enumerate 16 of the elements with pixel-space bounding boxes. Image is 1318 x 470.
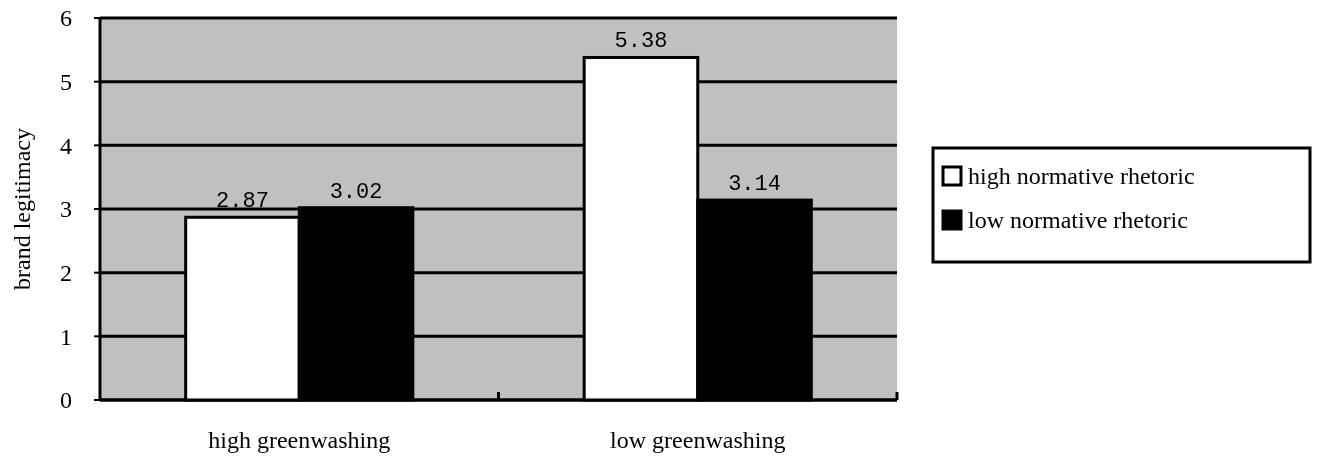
y-tick-label: 3 xyxy=(60,196,72,223)
x-tick-label: high greenwashing xyxy=(208,427,391,453)
y-tick-label: 1 xyxy=(60,323,72,350)
x-tick-label: low greenwashing xyxy=(610,427,786,453)
data-label: 3.14 xyxy=(728,172,781,198)
y-tick-label: 6 xyxy=(60,5,72,32)
legend-label: high normative rhetoric xyxy=(968,163,1195,190)
y-axis-title: brand legitimacy xyxy=(9,128,35,290)
y-tick-label: 2 xyxy=(60,260,72,287)
y-tick-label: 4 xyxy=(60,132,72,159)
y-tick-label: 0 xyxy=(60,387,72,414)
data-label: 3.02 xyxy=(329,179,383,205)
data-label: 5.38 xyxy=(614,29,668,55)
y-tick-label: 5 xyxy=(60,69,72,96)
legend-label: low normative rhetoric xyxy=(968,207,1188,234)
data-label: 2.87 xyxy=(216,189,269,215)
